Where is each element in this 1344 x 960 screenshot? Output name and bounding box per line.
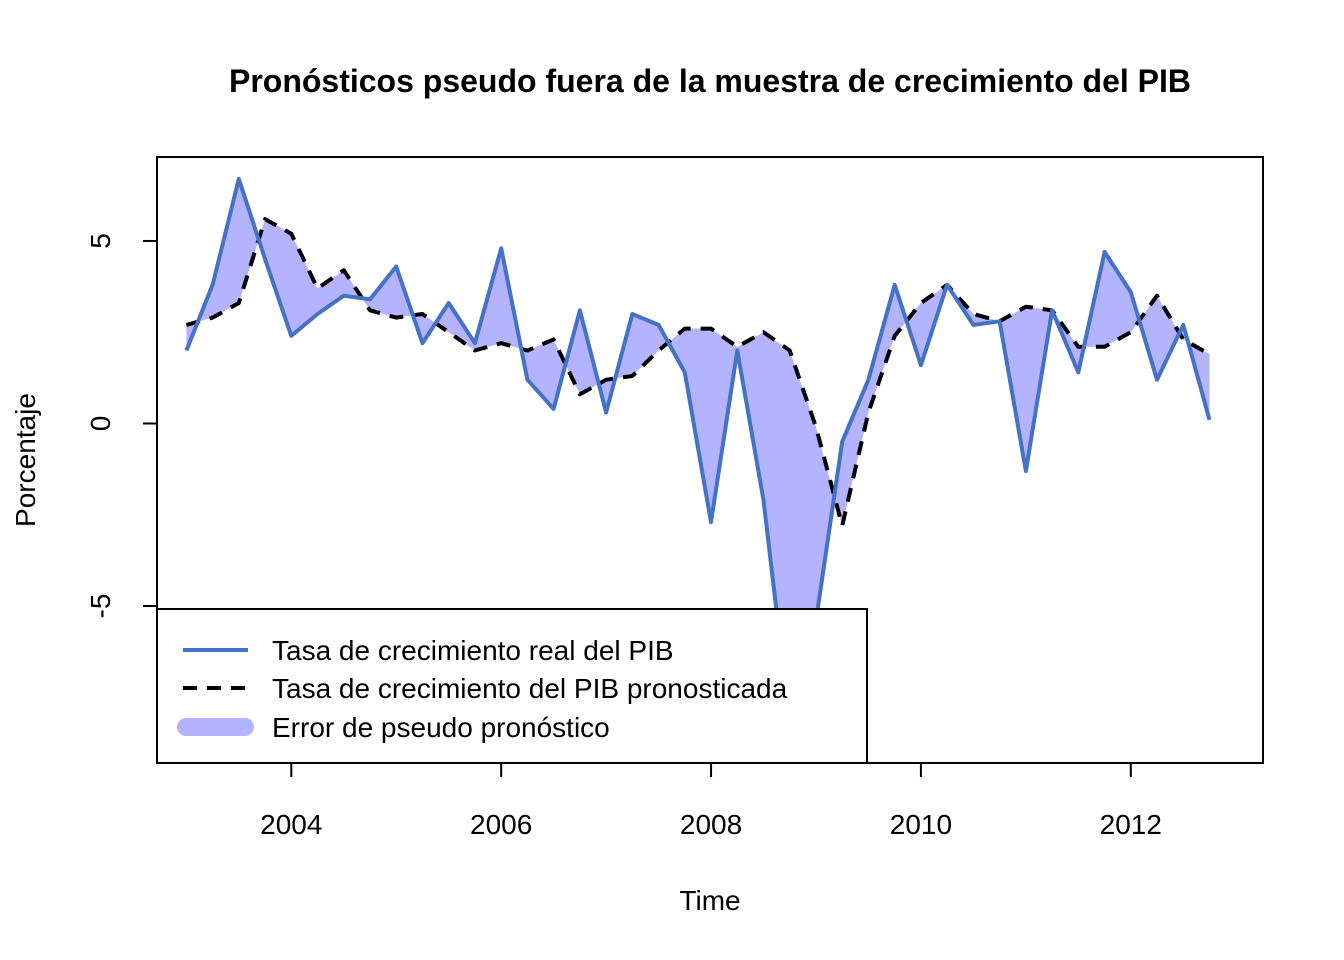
x-tick-label: 2006 <box>470 809 532 840</box>
legend-label-error: Error de pseudo pronóstico <box>272 712 610 743</box>
x-axis-label: Time <box>679 885 740 916</box>
x-tick-label: 2010 <box>890 809 952 840</box>
y-tick-label: -5 <box>85 594 116 619</box>
y-tick-label: 5 <box>85 233 116 249</box>
legend-label-forecast: Tasa de crecimiento del PIB pronosticada <box>272 673 788 704</box>
legend-box <box>156 608 868 764</box>
x-tick-label: 2008 <box>680 809 742 840</box>
x-tick-label: 2004 <box>260 809 322 840</box>
series-line-forecast <box>185 217 1211 528</box>
y-tick-label: 0 <box>85 416 116 432</box>
y-axis-label: Porcentaje <box>10 393 41 527</box>
series-line-actual <box>184 176 1212 725</box>
chart-title: Pronósticos pseudo fuera de la muestra d… <box>229 63 1191 99</box>
legend-label-actual: Tasa de crecimiento real del PIB <box>272 635 674 666</box>
y-axis: -5 0 5 <box>85 233 157 618</box>
x-axis: 2004 2006 2008 2010 2012 <box>260 763 1162 840</box>
plot-marks <box>184 176 1212 725</box>
legend: Tasa de crecimiento real del PIB Tasa de… <box>156 608 868 764</box>
x-tick-label: 2012 <box>1100 809 1162 840</box>
